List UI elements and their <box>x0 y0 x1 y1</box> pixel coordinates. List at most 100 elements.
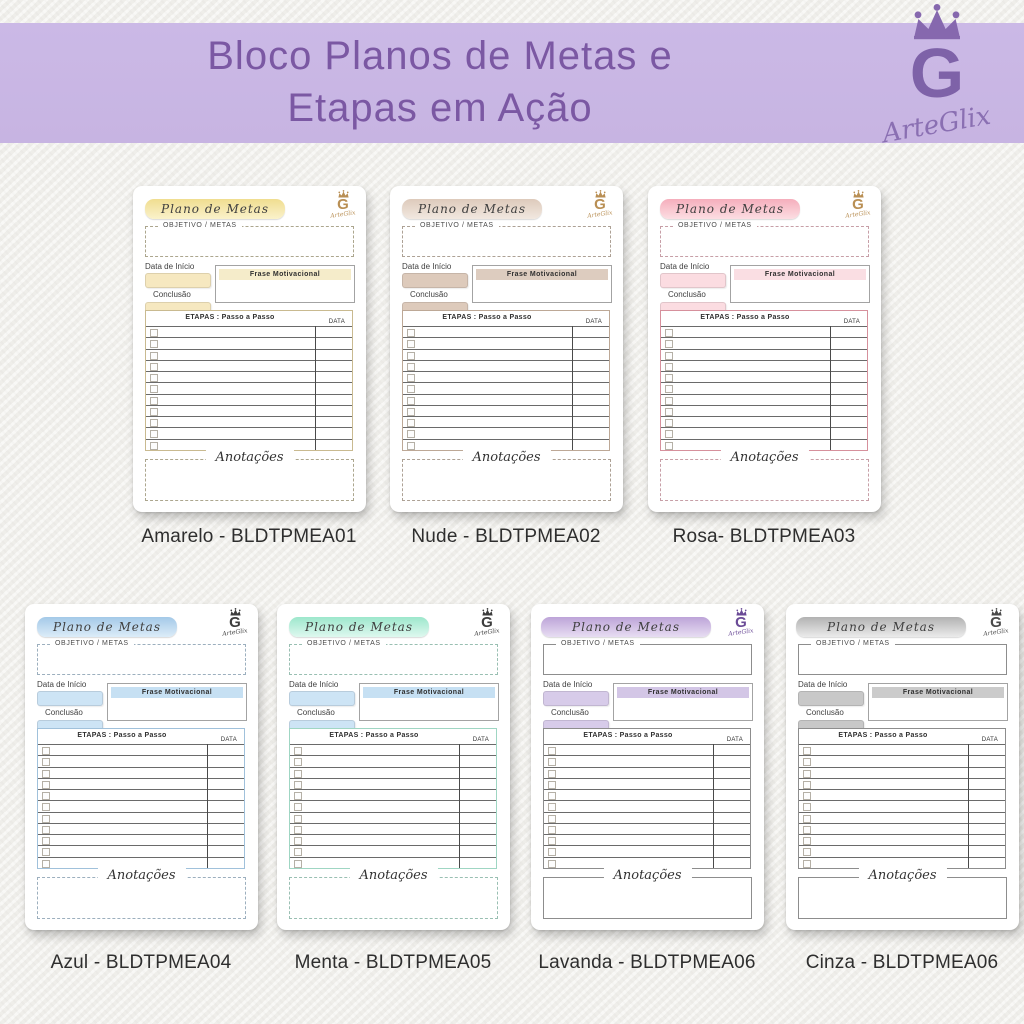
brand-name: ArteGlix <box>982 627 1009 638</box>
etapas-table: ETAPAS : Passo a Passo DATA <box>37 728 245 869</box>
frase-motivacional-box: Frase Motivacional <box>472 265 612 303</box>
card-banner: Plano de Metas <box>796 617 966 637</box>
crown-icon <box>914 4 960 40</box>
etapas-row <box>661 383 867 395</box>
data-column-divider <box>459 744 460 868</box>
card-banner-title: Plano de Metas <box>572 620 680 634</box>
brand-name: ArteGlix <box>473 627 500 638</box>
anotacoes-label: Anotações <box>462 450 551 465</box>
etapas-table-header: ETAPAS : Passo a Passo DATA <box>146 311 352 327</box>
etapas-row <box>403 372 609 384</box>
frase-motivacional-box: Frase Motivacional <box>215 265 355 303</box>
data-column-divider <box>572 326 573 450</box>
checkbox <box>407 362 415 371</box>
etapas-row <box>799 779 1005 791</box>
crown-icon <box>990 608 1002 616</box>
frase-motivacional-header: Frase Motivacional <box>872 687 1004 698</box>
checkbox <box>294 792 302 801</box>
etapas-row <box>661 327 867 339</box>
card-banner: Plano de Metas <box>145 199 285 219</box>
etapas-row <box>544 779 750 791</box>
etapas-row <box>146 350 352 361</box>
anotacoes-box: Anotações <box>798 868 1007 919</box>
objetivo-metas-box: OBJETIVO / METAS <box>145 222 354 257</box>
etapas-table-body <box>661 327 867 450</box>
etapas-row <box>403 406 609 418</box>
checkbox <box>150 396 158 405</box>
data-column-label: DATA <box>328 319 345 325</box>
checkbox <box>548 848 556 857</box>
frase-motivacional-box: Frase Motivacional <box>107 683 247 721</box>
conclusao-label: Conclusão <box>297 708 335 717</box>
checkbox <box>294 837 302 846</box>
etapas-row <box>38 779 244 791</box>
checkbox <box>803 859 811 868</box>
objetivo-metas-label: OBJETIVO / METAS <box>556 640 640 647</box>
checkbox <box>294 747 302 755</box>
crown-icon <box>852 190 864 198</box>
checkbox <box>294 780 302 789</box>
crown-icon <box>735 608 747 616</box>
etapas-row <box>799 824 1005 836</box>
data-column-label: DATA <box>220 737 237 743</box>
data-inicio-field <box>402 273 468 288</box>
data-column-divider <box>968 744 969 868</box>
brand-monogram: G <box>337 196 349 213</box>
card-caption: Rosa- BLDTPMEA03 <box>672 526 856 547</box>
etapas-row <box>146 417 352 429</box>
frase-motivacional-header: Frase Motivacional <box>363 687 495 698</box>
checkbox <box>150 351 158 360</box>
etapas-table-body <box>290 745 496 868</box>
frase-motivacional-label: Frase Motivacional <box>393 689 465 696</box>
arteglix-logo-small: G ArteGlix <box>217 608 253 638</box>
etapas-row <box>403 361 609 373</box>
card-caption: Cinza - BLDTPMEA06 <box>805 952 999 973</box>
frase-motivacional-label: Frase Motivacional <box>764 271 836 278</box>
objetivo-metas-label: OBJETIVO / METAS <box>673 222 757 229</box>
brand-monogram: G <box>852 196 864 213</box>
checkbox <box>150 385 158 394</box>
etapas-label: ETAPAS : Passo a Passo <box>838 732 928 739</box>
etapas-table-header: ETAPAS : Passo a Passo DATA <box>403 311 609 327</box>
etapas-row <box>290 813 496 824</box>
objetivo-metas-label: OBJETIVO / METAS <box>158 222 242 229</box>
etapas-row <box>544 846 750 858</box>
etapas-label: ETAPAS : Passo a Passo <box>77 732 167 739</box>
checkbox <box>665 407 673 416</box>
planner-card: Plano de Metas G ArteGlix OBJETIVO / MET… <box>25 604 258 930</box>
checkbox <box>665 374 673 383</box>
etapas-label: ETAPAS : Passo a Passo <box>329 732 419 739</box>
checkbox <box>42 792 50 801</box>
etapas-row <box>146 372 352 384</box>
etapas-label: ETAPAS : Passo a Passo <box>583 732 673 739</box>
data-inicio-label: Data de Início <box>660 262 710 271</box>
checkbox <box>665 430 673 439</box>
conclusao-label: Conclusão <box>668 290 706 299</box>
checkbox <box>548 747 556 755</box>
brand-monogram: G <box>735 614 747 631</box>
checkbox <box>548 758 556 767</box>
data-inicio-field <box>798 691 864 706</box>
objetivo-metas-box: OBJETIVO / METAS <box>289 640 498 675</box>
etapas-row <box>290 779 496 791</box>
etapas-table: ETAPAS : Passo a Passo DATA <box>402 310 610 451</box>
checkbox <box>294 859 302 868</box>
planner-card: Plano de Metas G ArteGlix OBJETIVO / MET… <box>390 186 623 512</box>
checkbox <box>665 419 673 428</box>
etapas-label: ETAPAS : Passo a Passo <box>442 314 532 321</box>
etapas-row <box>146 361 352 373</box>
arteglix-logo-small: G ArteGlix <box>723 608 759 638</box>
etapas-row <box>799 835 1005 847</box>
checkbox <box>150 407 158 416</box>
etapas-row <box>661 372 867 384</box>
data-inicio-label: Data de Início <box>145 262 195 271</box>
checkbox <box>150 362 158 371</box>
etapas-row <box>544 790 750 802</box>
objetivo-metas-box: OBJETIVO / METAS <box>402 222 611 257</box>
arteglix-logo-small: G ArteGlix <box>325 190 361 220</box>
card-banner: Plano de Metas <box>402 199 542 219</box>
anotacoes-label: Anotações <box>603 868 692 883</box>
checkbox <box>407 396 415 405</box>
conclusao-label: Conclusão <box>551 708 589 717</box>
brand-monogram: G <box>229 614 241 631</box>
